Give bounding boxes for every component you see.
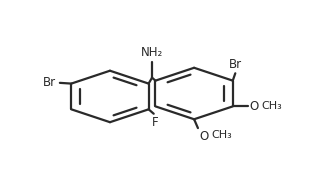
- Text: F: F: [152, 116, 158, 129]
- Text: CH₃: CH₃: [212, 129, 232, 140]
- Text: O: O: [199, 129, 209, 142]
- Text: Br: Br: [43, 76, 56, 89]
- Text: NH₂: NH₂: [141, 46, 163, 59]
- Text: CH₃: CH₃: [262, 101, 282, 111]
- Text: O: O: [249, 100, 259, 113]
- Text: Br: Br: [229, 58, 242, 71]
